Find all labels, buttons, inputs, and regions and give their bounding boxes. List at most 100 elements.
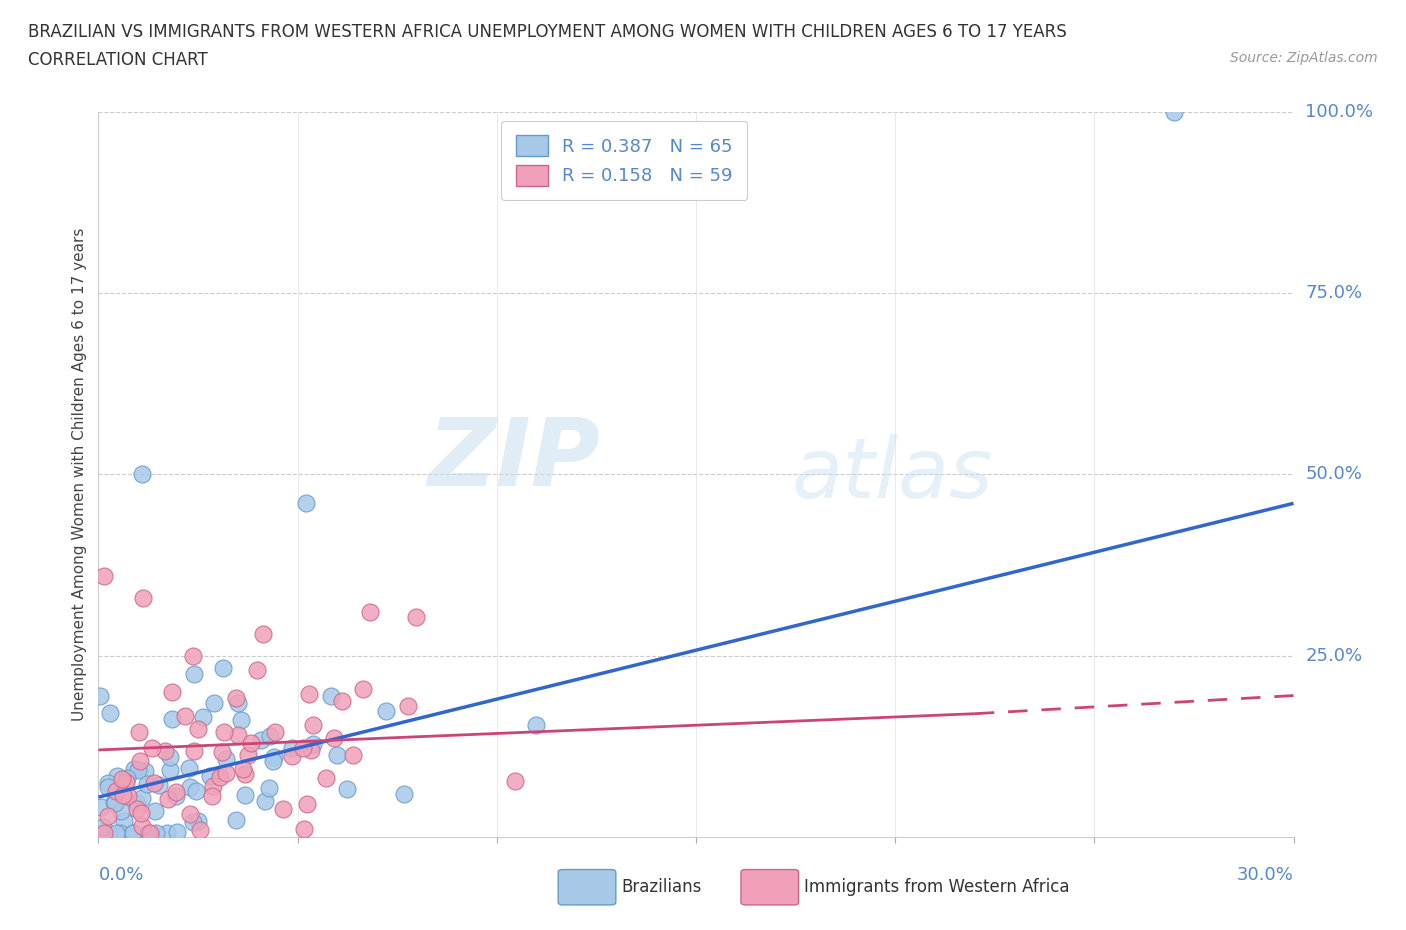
Point <box>110 804 132 818</box>
Point <box>211 745 233 760</box>
Point <box>93 568 115 583</box>
Point <box>122 761 145 776</box>
Point <box>131 790 153 805</box>
Point <box>225 691 247 706</box>
Point <box>191 710 214 724</box>
Point <box>228 696 250 711</box>
Point <box>225 813 247 828</box>
Y-axis label: Unemployment Among Women with Children Ages 6 to 17 years: Unemployment Among Women with Children A… <box>72 228 87 721</box>
Point <box>1163 104 1185 119</box>
Point <box>128 724 150 739</box>
Text: BRAZILIAN VS IMMIGRANTS FROM WESTERN AFRICA UNEMPLOYMENT AMONG WOMEN WITH CHILDR: BRAZILIAN VS IMMIGRANTS FROM WESTERN AFR… <box>28 23 1067 41</box>
Point <box>232 762 254 777</box>
Point <box>156 826 179 841</box>
Point <box>212 660 235 675</box>
Point <box>183 667 205 682</box>
Point <box>214 765 236 780</box>
Point <box>330 694 353 709</box>
Point <box>117 789 139 804</box>
Point <box>292 821 315 836</box>
Point <box>165 784 187 799</box>
Point <box>264 724 287 739</box>
Point <box>127 763 149 777</box>
Text: ZIP: ZIP <box>427 414 600 506</box>
Point <box>215 751 238 766</box>
Point <box>359 604 381 619</box>
Point <box>295 797 318 812</box>
Point <box>148 777 170 792</box>
Point <box>91 819 114 834</box>
Point <box>125 802 148 817</box>
Point <box>202 696 225 711</box>
Point <box>292 741 315 756</box>
Point <box>392 787 415 802</box>
Point <box>100 706 122 721</box>
Point <box>505 773 527 788</box>
Point <box>89 689 111 704</box>
Point <box>235 788 257 803</box>
Point <box>105 768 128 783</box>
Point <box>160 711 183 726</box>
Point <box>112 813 135 828</box>
Point <box>135 777 157 791</box>
Point <box>131 818 153 833</box>
Point <box>143 804 166 818</box>
Point <box>145 826 167 841</box>
Point <box>262 754 284 769</box>
Point <box>187 814 209 829</box>
Point <box>159 750 181 764</box>
Point <box>252 627 274 642</box>
Point <box>160 684 183 699</box>
Point <box>342 748 364 763</box>
Point <box>183 744 205 759</box>
Point <box>89 799 111 814</box>
Point <box>115 775 138 790</box>
Text: 75.0%: 75.0% <box>1305 284 1362 302</box>
Point <box>129 753 152 768</box>
Text: 0.0%: 0.0% <box>98 866 143 884</box>
Point <box>405 610 427 625</box>
Text: Source: ZipAtlas.com: Source: ZipAtlas.com <box>1230 51 1378 65</box>
Point <box>139 826 162 841</box>
Point <box>111 788 134 803</box>
Point <box>131 467 153 482</box>
Point <box>301 743 323 758</box>
Point <box>212 724 235 739</box>
Point <box>153 744 176 759</box>
Point <box>93 826 115 841</box>
Point <box>136 826 159 841</box>
Point <box>259 729 281 744</box>
Point <box>263 750 285 764</box>
Point <box>396 699 419 714</box>
Text: Immigrants from Western Africa: Immigrants from Western Africa <box>804 878 1070 897</box>
Point <box>202 778 225 793</box>
Point <box>201 789 224 804</box>
Point <box>302 718 325 733</box>
Point <box>97 826 120 841</box>
Point <box>141 740 163 755</box>
Point <box>239 736 262 751</box>
Text: Brazilians: Brazilians <box>621 878 702 897</box>
Point <box>336 781 359 796</box>
Text: 50.0%: 50.0% <box>1305 465 1362 484</box>
Legend: R = 0.387   N = 65, R = 0.158   N = 59: R = 0.387 N = 65, R = 0.158 N = 59 <box>501 121 748 200</box>
Point <box>122 826 145 841</box>
Point <box>233 766 256 781</box>
Text: 25.0%: 25.0% <box>1305 646 1362 665</box>
Point <box>229 712 252 727</box>
Point <box>165 789 187 804</box>
Point <box>103 794 125 809</box>
Point <box>179 807 201 822</box>
Point <box>157 791 180 806</box>
Point <box>186 784 208 799</box>
Point <box>294 496 316 511</box>
Point <box>181 648 204 663</box>
Point <box>179 780 201 795</box>
Point <box>125 796 148 811</box>
Text: atlas: atlas <box>792 433 993 515</box>
Point <box>104 795 127 810</box>
Point <box>319 688 342 703</box>
Point <box>524 717 547 732</box>
Point <box>302 737 325 751</box>
Point <box>143 776 166 790</box>
